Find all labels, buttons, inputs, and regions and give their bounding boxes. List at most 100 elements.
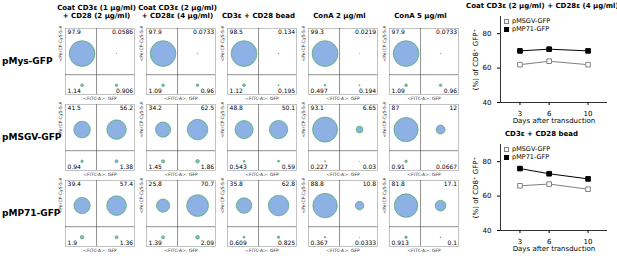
svg-text:1.09: 1.09 [392, 87, 406, 94]
svg-text:<FITC-A>: GFP: <FITC-A>: GFP [326, 248, 360, 253]
svg-text:62.8: 62.8 [282, 180, 296, 187]
svg-text:50.1: 50.1 [282, 104, 296, 111]
svg-text:<FITC-A>: GFP: <FITC-A>: GFP [407, 96, 441, 101]
svg-text:0.0733: 0.0733 [436, 28, 457, 35]
svg-text:<PerCP-Cy5-5-A>: mCD8a: <PerCP-Cy5-5-A>: mCD8a [220, 178, 225, 214]
svg-text:1.38: 1.38 [120, 163, 134, 170]
svg-text:<PerCP-Cy5-5-A>: mCD8a: <PerCP-Cy5-5-A>: mCD8a [220, 102, 225, 138]
svg-text:0.194: 0.194 [359, 87, 376, 94]
svg-text:1.09: 1.09 [149, 87, 163, 94]
svg-text:0.195: 0.195 [278, 87, 295, 94]
svg-text:0.913: 0.913 [392, 239, 409, 246]
svg-text:<PerCP-Cy5-5-A>: mCD8a: <PerCP-Cy5-5-A>: mCD8a [58, 178, 63, 214]
svg-text:57.4: 57.4 [120, 180, 134, 187]
svg-text:0.1: 0.1 [448, 239, 458, 246]
svg-text:35.8: 35.8 [230, 180, 244, 187]
svg-text:98.5: 98.5 [230, 28, 244, 35]
svg-text:<FITC-A>: GFP: <FITC-A>: GFP [83, 96, 117, 101]
svg-text:<PerCP-Cy5-5-A>: mCD8a: <PerCP-Cy5-5-A>: mCD8a [382, 178, 387, 214]
svg-text:(%) of CD8⁺ GFP⁺: (%) of CD8⁺ GFP⁺ [472, 157, 480, 219]
svg-text:<FITC-A>: GFP: <FITC-A>: GFP [164, 96, 198, 101]
svg-text:0.96: 0.96 [201, 87, 215, 94]
svg-text:80: 80 [483, 30, 492, 38]
svg-text:<FITC-A>: GFP: <FITC-A>: GFP [83, 172, 117, 177]
svg-text:12: 12 [449, 104, 457, 111]
svg-text:41.5: 41.5 [68, 104, 82, 111]
svg-text:0.91: 0.91 [392, 163, 406, 170]
svg-text:<PerCP-Cy5-5-A>: mCD8a: <PerCP-Cy5-5-A>: mCD8a [382, 102, 387, 138]
svg-text:0.0333: 0.0333 [355, 239, 376, 246]
svg-text:<PerCP-Cy5-5-A>: mCD8a: <PerCP-Cy5-5-A>: mCD8a [301, 26, 306, 62]
svg-text:0.0219: 0.0219 [355, 28, 376, 35]
svg-text:1.9: 1.9 [68, 239, 78, 246]
svg-text:80: 80 [483, 158, 492, 166]
svg-text:1.86: 1.86 [201, 163, 215, 170]
svg-text:1.39: 1.39 [149, 239, 163, 246]
svg-text:97.9: 97.9 [392, 28, 406, 35]
svg-text:0.543: 0.543 [230, 163, 247, 170]
svg-text:<FITC-A>: GFP: <FITC-A>: GFP [245, 96, 279, 101]
svg-text:0.0667: 0.0667 [436, 163, 457, 170]
svg-text:<FITC-A>: GFP: <FITC-A>: GFP [245, 172, 279, 177]
svg-text:40: 40 [483, 99, 492, 107]
svg-text:<FITC-A>: GFP: <FITC-A>: GFP [407, 248, 441, 253]
svg-text:<FITC-A>: GFP: <FITC-A>: GFP [407, 172, 441, 177]
svg-text:2.09: 2.09 [201, 239, 215, 246]
svg-text:Days after transduction: Days after transduction [513, 117, 596, 125]
svg-text:34.2: 34.2 [149, 104, 163, 111]
svg-text:Days after transduction: Days after transduction [513, 245, 596, 253]
svg-text:1.14: 1.14 [68, 87, 82, 94]
svg-text:60: 60 [483, 64, 492, 72]
svg-text:39.4: 39.4 [68, 180, 82, 187]
svg-text:<PerCP-Cy5-5-A>: mCD8a: <PerCP-Cy5-5-A>: mCD8a [139, 102, 144, 138]
svg-text:62.5: 62.5 [201, 104, 215, 111]
svg-text:0.94: 0.94 [68, 163, 82, 170]
svg-text:(%) of CD8⁺ GFP⁺: (%) of CD8⁺ GFP⁺ [472, 29, 480, 91]
svg-text:<FITC-A>: GFP: <FITC-A>: GFP [164, 172, 198, 177]
svg-text:0.367: 0.367 [311, 239, 328, 246]
svg-text:0.96: 0.96 [444, 87, 458, 94]
svg-text:0.134: 0.134 [278, 28, 295, 35]
svg-text:1.36: 1.36 [120, 239, 134, 246]
svg-text:60: 60 [483, 192, 492, 200]
svg-text:<FITC-A>: GFP: <FITC-A>: GFP [326, 96, 360, 101]
svg-text:<PerCP-Cy5-5-A>: mCD8a: <PerCP-Cy5-5-A>: mCD8a [139, 26, 144, 62]
svg-text:0.906: 0.906 [116, 87, 133, 94]
svg-text:1.45: 1.45 [149, 163, 163, 170]
svg-text:0.825: 0.825 [278, 239, 295, 246]
svg-text:0.0586: 0.0586 [112, 28, 133, 35]
svg-text:1.12: 1.12 [230, 87, 244, 94]
svg-text:48.8: 48.8 [230, 104, 244, 111]
svg-text:70.7: 70.7 [201, 180, 215, 187]
svg-text:<PerCP-Cy5-5-A>: mCD8a: <PerCP-Cy5-5-A>: mCD8a [220, 26, 225, 62]
svg-text:0.227: 0.227 [311, 163, 328, 170]
svg-text:88.8: 88.8 [311, 180, 325, 187]
svg-text:17.1: 17.1 [444, 180, 458, 187]
svg-text:0.0733: 0.0733 [193, 28, 214, 35]
svg-text:0.609: 0.609 [230, 239, 247, 246]
svg-text:<FITC-A>: GFP: <FITC-A>: GFP [164, 248, 198, 253]
svg-text:10.8: 10.8 [363, 180, 377, 187]
svg-text:<PerCP-Cy5-5-A>: mCD8a: <PerCP-Cy5-5-A>: mCD8a [58, 102, 63, 138]
svg-text:99.3: 99.3 [311, 28, 325, 35]
svg-text:97.9: 97.9 [149, 28, 163, 35]
svg-text:<PerCP-Cy5-5-A>: mCD8a: <PerCP-Cy5-5-A>: mCD8a [301, 102, 306, 138]
svg-text:<FITC-A>: GFP: <FITC-A>: GFP [326, 172, 360, 177]
svg-text:<FITC-A>: GFP: <FITC-A>: GFP [83, 248, 117, 253]
svg-text:<PerCP-Cy5-5-A>: mCD8a: <PerCP-Cy5-5-A>: mCD8a [58, 26, 63, 62]
svg-text:<FITC-A>: GFP: <FITC-A>: GFP [245, 248, 279, 253]
svg-text:<PerCP-Cy5-5-A>: mCD8a: <PerCP-Cy5-5-A>: mCD8a [301, 178, 306, 214]
svg-text:6.65: 6.65 [363, 104, 377, 111]
svg-text:87: 87 [392, 104, 400, 111]
svg-text:93.1: 93.1 [311, 104, 325, 111]
svg-text:0.497: 0.497 [311, 87, 328, 94]
svg-text:81.8: 81.8 [392, 180, 406, 187]
svg-text:97.9: 97.9 [68, 28, 82, 35]
svg-text:56.2: 56.2 [120, 104, 134, 111]
svg-text:<PerCP-Cy5-5-A>: mCD8a: <PerCP-Cy5-5-A>: mCD8a [139, 178, 144, 214]
svg-text:<PerCP-Cy5-5-A>: mCD8a: <PerCP-Cy5-5-A>: mCD8a [382, 26, 387, 62]
svg-text:40: 40 [483, 227, 492, 235]
svg-text:0.59: 0.59 [282, 163, 296, 170]
svg-text:25.8: 25.8 [149, 180, 163, 187]
svg-text:0.03: 0.03 [363, 163, 377, 170]
